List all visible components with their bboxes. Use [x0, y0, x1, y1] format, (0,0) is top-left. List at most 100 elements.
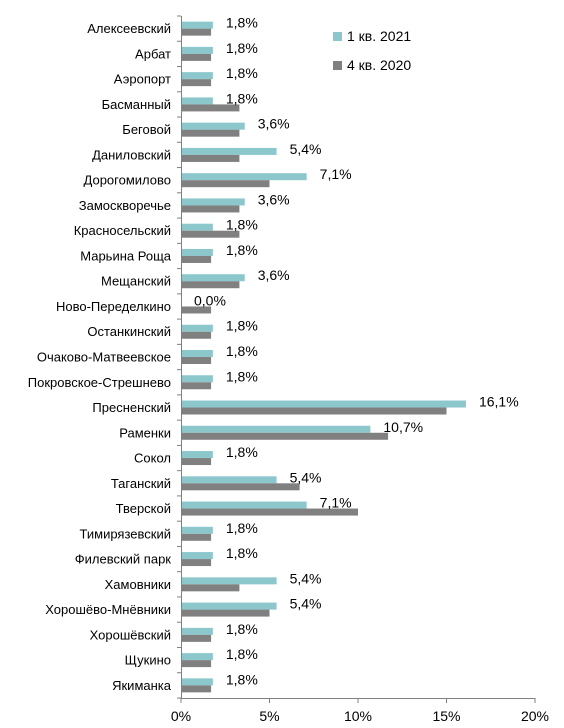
data-label: 7,1% [320, 495, 352, 511]
category-label: Красносельский [74, 223, 171, 238]
bar-series-1 [181, 248, 213, 256]
data-label: 1,8% [226, 90, 258, 106]
bar-series-2 [181, 685, 212, 693]
data-label: 1,8% [226, 65, 258, 81]
bar-series-1 [181, 147, 277, 155]
bar-series-1 [181, 350, 213, 357]
category-label: Щукино [125, 653, 171, 668]
bar-series-1 [181, 425, 371, 433]
bar-series-2 [181, 660, 212, 668]
data-label: 3,6% [258, 116, 290, 132]
bar-series-1 [181, 173, 307, 181]
bar-series-2 [181, 180, 270, 188]
legend: 1 кв. 2021 4 кв. 2020 [333, 28, 411, 73]
bar-series-2 [181, 584, 240, 592]
bar-series-1 [181, 274, 245, 282]
bar-series-1 [181, 324, 213, 332]
bar-series-1 [181, 46, 213, 54]
bar-series-1 [181, 476, 277, 484]
bar-series-2 [181, 281, 240, 289]
bar-series-2 [181, 28, 212, 36]
category-label: Останкинский [87, 324, 171, 339]
x-tick-label: 5% [259, 708, 279, 724]
data-label: 1,8% [226, 545, 258, 561]
bar-series-1 [181, 375, 213, 383]
bar-series-2 [181, 382, 212, 390]
data-label: 5,4% [290, 570, 322, 586]
data-label: 1,8% [226, 318, 258, 334]
x-ticks-group: 0% 5% 10% 15% 20% [171, 15, 549, 724]
data-label: 5,4% [290, 141, 322, 157]
category-label: Марьина Роща [80, 248, 172, 263]
bar-series-2 [181, 357, 212, 364]
category-labels-group: Алексеевский Арбат Аэропорт Басманный Бегово… [28, 21, 172, 693]
bar-series-1 [181, 400, 466, 408]
data-label: 3,6% [258, 267, 290, 283]
bar-series-2 [181, 508, 358, 516]
bar-series-2 [181, 230, 240, 238]
bar-series-1 [181, 602, 277, 610]
bar-series-2 [181, 129, 240, 137]
bar-series-2 [181, 559, 212, 567]
bar-series-1 [181, 223, 213, 231]
data-label: 1,8% [226, 621, 258, 637]
data-label: 5,4% [290, 469, 322, 485]
bar-series-1 [181, 627, 213, 635]
bar-series-1 [181, 21, 213, 29]
bar-series-1 [181, 72, 213, 80]
category-label: Дорогомилово [84, 173, 171, 188]
category-label: Хорошёво-Мнёвники [45, 602, 171, 617]
data-label: 1,8% [226, 646, 258, 662]
legend-swatch-1 [333, 32, 342, 41]
bars-group [181, 21, 466, 693]
data-label: 7,1% [320, 166, 352, 182]
category-label: Пресненский [92, 400, 171, 415]
category-label: Басманный [102, 97, 171, 112]
data-label: 1,8% [226, 444, 258, 460]
bar-series-2 [181, 331, 212, 339]
data-label: 3,6% [258, 191, 290, 207]
category-label: Мещанский [101, 274, 171, 289]
category-label: Покровское-Стрешнево [28, 375, 171, 390]
data-label: 1,8% [226, 40, 258, 56]
category-label: Хамовники [105, 577, 171, 592]
category-label: Аэропорт [114, 72, 171, 87]
category-label: Раменки [119, 425, 171, 440]
x-tick-label: 10% [344, 708, 372, 724]
category-label: Замоскворечье [79, 198, 171, 213]
bar-series-1 [181, 501, 307, 509]
category-label: Арбат [135, 46, 171, 61]
bar-series-2 [181, 432, 389, 440]
bar-series-1 [181, 526, 213, 534]
bar-series-1 [181, 678, 213, 686]
category-label: Даниловский [92, 147, 171, 162]
category-label: Таганский [111, 476, 171, 491]
bar-series-1 [181, 451, 213, 459]
bar-series-2 [181, 634, 212, 642]
data-labels-group: 1,8%1,8%1,8%1,8%3,6%5,4%7,1%3,6%1,8%1,8%… [194, 15, 519, 688]
data-label: 16,1% [479, 394, 519, 410]
x-tick-label: 20% [521, 708, 549, 724]
data-label: 0,0% [194, 292, 226, 308]
bar-series-2 [181, 104, 240, 112]
bar-series-2 [181, 205, 240, 213]
data-label: 1,8% [226, 217, 258, 233]
data-label: 1,8% [226, 520, 258, 536]
x-tick-label: 15% [432, 708, 460, 724]
bar-series-2 [181, 609, 270, 617]
data-label: 1,8% [226, 368, 258, 384]
legend-label-1: 1 кв. 2021 [347, 28, 411, 44]
category-label: Беговой [122, 122, 171, 137]
category-label: Очаково-Матвеевское [37, 350, 171, 365]
data-label: 5,4% [290, 596, 322, 612]
bar-series-2 [181, 53, 212, 61]
data-label: 1,8% [226, 242, 258, 258]
category-label: Хорошёвский [90, 627, 171, 642]
bar-series-1 [181, 653, 213, 661]
bar-series-2 [181, 306, 212, 314]
bar-series-1 [181, 577, 277, 585]
bar-series-2 [181, 533, 212, 541]
x-tick-label: 0% [171, 708, 191, 724]
category-label: Сокол [134, 451, 171, 466]
